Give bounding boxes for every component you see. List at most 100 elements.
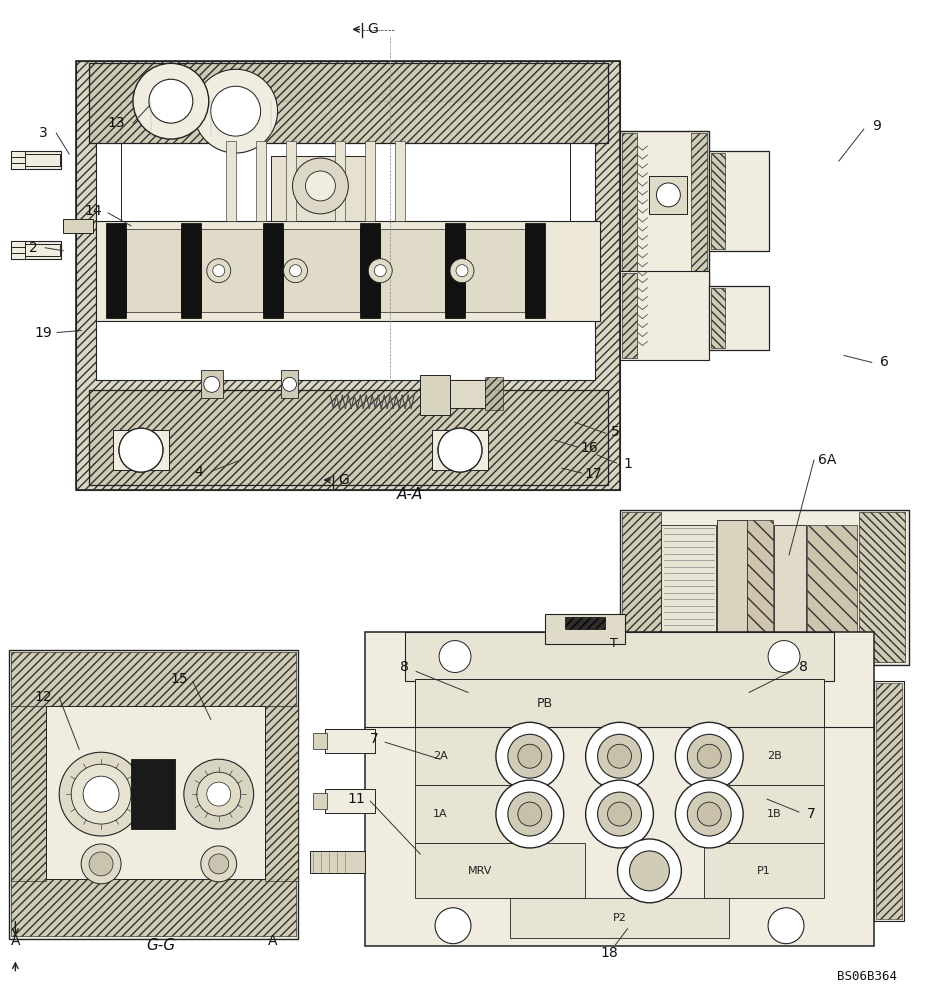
Bar [271,156,370,221]
Circle shape [149,79,193,123]
Bar [286,141,295,221]
Bar [89,390,607,485]
Bar [565,617,603,629]
Bar [313,733,327,749]
Bar [619,131,708,331]
Bar [11,151,61,169]
Bar [335,141,345,221]
Bar [619,271,708,360]
Bar [313,793,327,809]
Text: 2: 2 [29,241,38,255]
Text: P1: P1 [756,866,770,876]
Bar [414,785,509,843]
Circle shape [194,69,277,153]
Circle shape [517,744,541,768]
Circle shape [89,852,113,876]
Bar [11,253,25,259]
Bar [395,141,405,221]
Circle shape [83,776,119,812]
Bar [414,679,823,727]
Circle shape [495,780,563,848]
Bar [708,286,768,350]
Text: PB: PB [536,697,552,710]
Bar [704,843,823,898]
Circle shape [438,428,481,472]
Circle shape [585,780,653,848]
Bar [181,223,200,318]
Bar [11,241,25,247]
Bar [11,706,46,881]
Bar [661,525,716,650]
Bar [806,525,856,645]
Bar [729,785,823,843]
Bar [11,879,295,936]
Circle shape [81,844,121,884]
Text: 16: 16 [580,441,598,455]
Text: 9: 9 [871,119,881,133]
Circle shape [212,265,224,277]
Circle shape [768,641,799,672]
Text: 8: 8 [400,660,408,674]
Bar [857,512,904,662]
Text: P2: P2 [612,913,626,923]
Circle shape [184,759,253,829]
Bar [525,223,544,318]
Text: 4: 4 [195,465,203,479]
Bar [76,61,619,490]
Bar [280,370,298,398]
Bar [717,520,746,650]
Bar [621,512,661,662]
Circle shape [597,734,641,778]
Text: 1A: 1A [432,809,447,819]
Bar [485,377,502,410]
Bar [875,683,901,919]
Bar [360,223,380,318]
Bar [282,229,360,312]
Text: 2B: 2B [766,751,781,761]
Circle shape [675,780,743,848]
Text: A: A [10,934,20,948]
Bar [544,614,624,644]
Text: 7: 7 [370,732,378,746]
Circle shape [696,802,720,826]
Text: 13: 13 [108,116,125,130]
Bar [746,520,772,650]
Circle shape [607,802,630,826]
Bar [89,63,607,143]
Circle shape [687,734,730,778]
Bar [405,632,833,681]
Bar [380,229,445,312]
Circle shape [200,846,236,882]
Circle shape [687,792,730,836]
Bar [773,525,806,645]
Bar [225,141,235,221]
Bar [76,61,619,490]
Text: T: T [609,637,616,650]
Circle shape [517,802,541,826]
Text: 17: 17 [584,467,602,481]
Bar [96,221,599,321]
Bar [89,390,607,485]
Text: 14: 14 [84,204,102,218]
Circle shape [207,259,231,283]
Bar [113,430,169,470]
Text: 1B: 1B [766,809,781,819]
Bar [264,706,298,881]
Circle shape [133,63,209,139]
Circle shape [368,259,392,283]
Circle shape [119,428,163,472]
Bar [729,727,823,785]
Bar [621,133,637,329]
Bar [649,176,687,214]
Bar [11,652,295,706]
Bar [365,141,375,221]
Circle shape [284,259,307,283]
Text: G-G: G-G [146,938,175,953]
Text: BS06B364: BS06B364 [836,970,895,983]
Bar [131,759,174,829]
Text: 6A: 6A [817,453,835,467]
Bar [63,219,93,233]
Circle shape [210,86,260,136]
Text: 7: 7 [806,807,815,821]
Bar [710,153,724,249]
